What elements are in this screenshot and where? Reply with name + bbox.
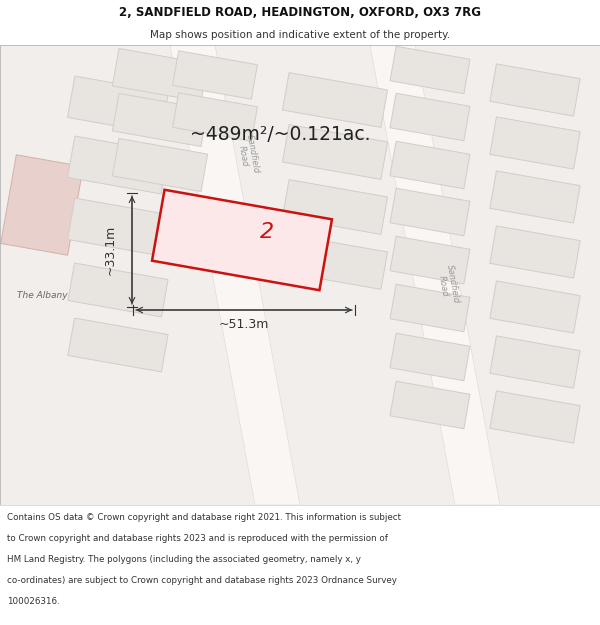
Text: ~33.1m: ~33.1m [104,225,116,275]
Text: co-ordinates) are subject to Crown copyright and database rights 2023 Ordnance S: co-ordinates) are subject to Crown copyr… [7,576,397,586]
Polygon shape [68,263,168,317]
Polygon shape [490,64,580,116]
Polygon shape [112,94,208,146]
Polygon shape [490,117,580,169]
Polygon shape [152,190,332,290]
Text: Contains OS data © Crown copyright and database right 2021. This information is : Contains OS data © Crown copyright and d… [7,513,401,522]
Text: Map shows position and indicative extent of the property.: Map shows position and indicative extent… [150,30,450,40]
Text: HM Land Registry. The polygons (including the associated geometry, namely x, y: HM Land Registry. The polygons (includin… [7,556,361,564]
Polygon shape [68,136,169,194]
Polygon shape [283,234,388,289]
Text: 2, SANDFIELD ROAD, HEADINGTON, OXFORD, OX3 7RG: 2, SANDFIELD ROAD, HEADINGTON, OXFORD, O… [119,6,481,19]
Text: Sandfield
Road: Sandfield Road [235,134,261,176]
Polygon shape [112,139,208,191]
Polygon shape [390,46,470,94]
Polygon shape [68,76,169,134]
Polygon shape [390,93,470,141]
Polygon shape [370,45,500,505]
Text: to Crown copyright and database rights 2023 and is reproduced with the permissio: to Crown copyright and database rights 2… [7,534,388,543]
Polygon shape [490,171,580,223]
Polygon shape [390,381,470,429]
Polygon shape [283,72,388,127]
Polygon shape [112,49,208,101]
Polygon shape [390,188,470,236]
Text: The Albany: The Albany [17,291,67,299]
Polygon shape [390,141,470,189]
Polygon shape [173,51,257,99]
Polygon shape [490,336,580,388]
Polygon shape [283,179,388,234]
Polygon shape [170,45,300,505]
Polygon shape [173,93,257,141]
Polygon shape [490,391,580,443]
Polygon shape [283,124,388,179]
Polygon shape [490,226,580,278]
Polygon shape [68,318,168,372]
Text: ~489m²/~0.121ac.: ~489m²/~0.121ac. [190,126,371,144]
Polygon shape [390,284,470,332]
Text: Sandfield
Road: Sandfield Road [435,264,461,306]
Text: 2: 2 [260,222,274,242]
Polygon shape [68,198,169,256]
Text: 100026316.: 100026316. [7,598,60,606]
Polygon shape [390,333,470,381]
Text: ~51.3m: ~51.3m [219,318,269,331]
Polygon shape [490,281,580,333]
Polygon shape [390,236,470,284]
Polygon shape [1,155,83,255]
